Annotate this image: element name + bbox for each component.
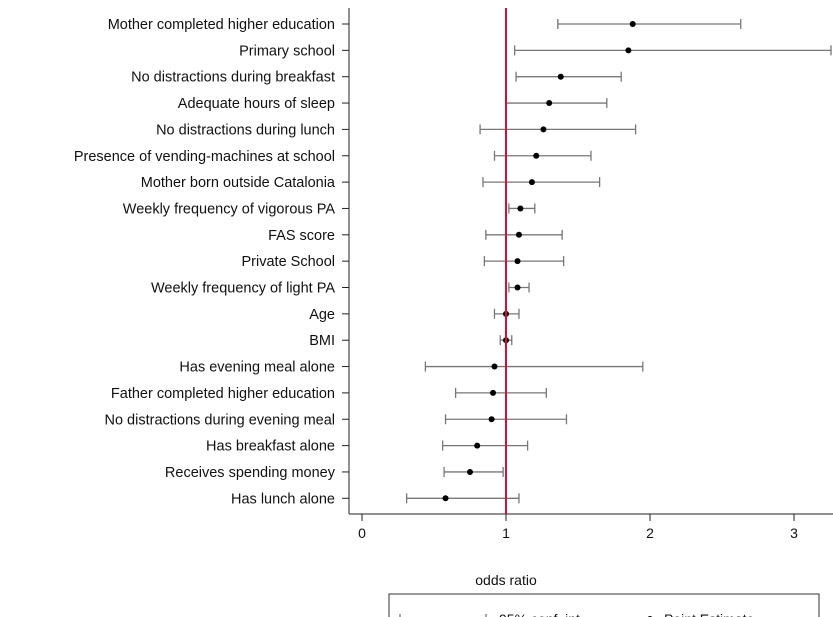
- row-label: Mother born outside Catalonia: [141, 175, 336, 191]
- plot-rows: Mother completed higher education Primary…: [74, 17, 832, 507]
- point-estimate: [625, 47, 632, 54]
- x-tick-label: 1: [502, 525, 510, 541]
- forest-row: Primary school: [239, 43, 832, 59]
- forest-row: Weekly frequency of vigorous PA: [123, 201, 536, 217]
- point-estimate: [546, 100, 553, 107]
- point-estimate: [442, 495, 449, 502]
- forest-row: Mother completed higher education: [108, 17, 742, 33]
- point-estimate: [488, 416, 495, 423]
- forest-row: Has lunch alone: [231, 491, 520, 507]
- row-label: Primary school: [239, 43, 335, 59]
- point-estimate: [474, 442, 481, 449]
- forest-row: No distractions during evening meal: [104, 412, 568, 428]
- forest-row: Weekly frequency of light PA: [151, 281, 530, 297]
- x-axis: 0 1 2 3: [348, 8, 833, 541]
- row-label: No distractions during lunch: [156, 122, 335, 138]
- point-estimate: [517, 205, 524, 212]
- row-label: Weekly frequency of light PA: [151, 281, 335, 297]
- row-label: Receives spending money: [165, 465, 336, 481]
- point-estimate: [490, 389, 497, 396]
- forest-row: Father completed higher education: [111, 386, 547, 402]
- forest-row: Receives spending money: [165, 465, 504, 481]
- x-axis-title: odds ratio: [475, 572, 537, 588]
- row-label: Has evening meal alone: [179, 360, 335, 376]
- row-label: Age: [309, 307, 335, 323]
- row-label: Father completed higher education: [111, 386, 335, 402]
- forest-row: No distractions during lunch: [156, 122, 637, 138]
- point-estimate: [514, 284, 521, 291]
- row-label: FAS score: [268, 228, 335, 244]
- point-estimate: [514, 258, 521, 265]
- forest-row: Age: [309, 307, 520, 323]
- point-estimate: [467, 468, 473, 475]
- row-label: Has breakfast alone: [206, 439, 335, 455]
- point-estimate: [533, 152, 540, 159]
- forest-row: Private School: [242, 254, 565, 270]
- row-label: Private School: [242, 254, 336, 270]
- row-label: Weekly frequency of vigorous PA: [123, 201, 336, 217]
- point-estimate: [491, 363, 498, 370]
- point-estimate: [515, 231, 522, 238]
- forest-row: Mother born outside Catalonia: [141, 175, 601, 191]
- row-label: No distractions during evening meal: [104, 412, 335, 428]
- row-label: Presence of vending-machines at school: [74, 149, 335, 165]
- row-label: BMI: [309, 333, 335, 349]
- forest-row: FAS score: [268, 228, 563, 244]
- forest-row: Presence of vending-machines at school: [74, 149, 592, 165]
- forest-row: BMI: [309, 333, 513, 349]
- row-label: Mother completed higher education: [108, 17, 335, 33]
- point-estimate: [528, 179, 535, 186]
- forest-row: Adequate hours of sleep: [178, 96, 608, 112]
- legend-label-point: Point Estimate: [664, 611, 754, 617]
- row-label: No distractions during breakfast: [131, 70, 335, 86]
- forest-row: Has evening meal alone: [179, 360, 644, 376]
- point-estimate: [557, 73, 564, 80]
- forest-row: Has breakfast alone: [206, 439, 529, 455]
- row-label: Adequate hours of sleep: [178, 96, 335, 112]
- row-label: Has lunch alone: [231, 491, 335, 507]
- forest-row: No distractions during breakfast: [131, 70, 622, 86]
- x-tick-label: 0: [358, 525, 366, 541]
- legend: 95% conf. int. Point Estimate: [388, 593, 820, 617]
- x-tick-label: 3: [790, 525, 798, 541]
- legend-box: [388, 593, 820, 617]
- point-estimate: [629, 21, 636, 27]
- point-estimate: [540, 126, 547, 133]
- legend-label-ci: 95% conf. int.: [499, 611, 584, 617]
- x-tick-label: 2: [646, 525, 654, 541]
